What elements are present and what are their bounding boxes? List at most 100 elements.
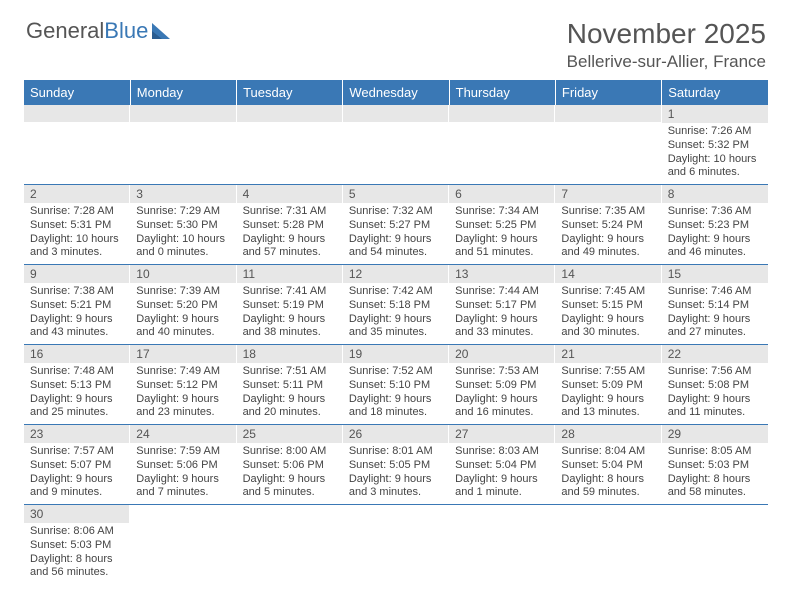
day-number: 25 xyxy=(237,425,343,443)
calendar-cell xyxy=(555,505,661,585)
sunset-text: Sunset: 5:03 PM xyxy=(668,459,762,473)
calendar-cell: 24Sunrise: 7:59 AMSunset: 5:06 PMDayligh… xyxy=(130,425,236,505)
sunset-text: Sunset: 5:08 PM xyxy=(668,379,762,393)
calendar-head: SundayMondayTuesdayWednesdayThursdayFrid… xyxy=(24,80,768,105)
day-data: Sunrise: 7:34 AMSunset: 5:25 PMDaylight:… xyxy=(449,203,555,264)
day-data: Sunrise: 7:53 AMSunset: 5:09 PMDaylight:… xyxy=(449,363,555,424)
day-data: Sunrise: 7:48 AMSunset: 5:13 PMDaylight:… xyxy=(24,363,130,424)
calendar-cell: 17Sunrise: 7:49 AMSunset: 5:12 PMDayligh… xyxy=(130,345,236,425)
calendar-cell: 13Sunrise: 7:44 AMSunset: 5:17 PMDayligh… xyxy=(449,265,555,345)
calendar-cell: 10Sunrise: 7:39 AMSunset: 5:20 PMDayligh… xyxy=(130,265,236,345)
sunset-text: Sunset: 5:27 PM xyxy=(349,219,443,233)
sunset-text: Sunset: 5:07 PM xyxy=(30,459,124,473)
day-number: 20 xyxy=(449,345,555,363)
day-number: 28 xyxy=(555,425,661,443)
calendar-cell: 25Sunrise: 8:00 AMSunset: 5:06 PMDayligh… xyxy=(237,425,343,505)
sunrise-text: Sunrise: 7:35 AM xyxy=(561,205,655,219)
sail-icon xyxy=(150,21,176,41)
day-number: 17 xyxy=(130,345,236,363)
day-data: Sunrise: 7:29 AMSunset: 5:30 PMDaylight:… xyxy=(130,203,236,264)
day-number: 27 xyxy=(449,425,555,443)
sunset-text: Sunset: 5:31 PM xyxy=(30,219,124,233)
day-data: Sunrise: 7:55 AMSunset: 5:09 PMDaylight:… xyxy=(555,363,661,424)
calendar-cell: 14Sunrise: 7:45 AMSunset: 5:15 PMDayligh… xyxy=(555,265,661,345)
sunset-text: Sunset: 5:23 PM xyxy=(668,219,762,233)
location: Bellerive-sur-Allier, France xyxy=(567,52,766,72)
calendar-cell xyxy=(130,505,236,585)
sunset-text: Sunset: 5:19 PM xyxy=(243,299,337,313)
daylight-text: Daylight: 9 hours and 3 minutes. xyxy=(349,473,443,501)
day-number: 7 xyxy=(555,185,661,203)
daylight-text: Daylight: 9 hours and 25 minutes. xyxy=(30,393,124,421)
daylight-text: Daylight: 9 hours and 9 minutes. xyxy=(30,473,124,501)
sunset-text: Sunset: 5:09 PM xyxy=(455,379,549,393)
sunrise-text: Sunrise: 7:55 AM xyxy=(561,365,655,379)
day-number: 23 xyxy=(24,425,130,443)
day-number-empty xyxy=(449,105,555,122)
day-data: Sunrise: 8:03 AMSunset: 5:04 PMDaylight:… xyxy=(449,443,555,504)
day-number: 4 xyxy=(237,185,343,203)
day-number: 3 xyxy=(130,185,236,203)
sunrise-text: Sunrise: 8:05 AM xyxy=(668,445,762,459)
daylight-text: Daylight: 9 hours and 23 minutes. xyxy=(136,393,230,421)
daylight-text: Daylight: 9 hours and 27 minutes. xyxy=(668,313,762,341)
calendar-cell: 7Sunrise: 7:35 AMSunset: 5:24 PMDaylight… xyxy=(555,185,661,265)
sunrise-text: Sunrise: 8:03 AM xyxy=(455,445,549,459)
calendar-body: 1Sunrise: 7:26 AMSunset: 5:32 PMDaylight… xyxy=(24,105,768,584)
calendar-cell: 28Sunrise: 8:04 AMSunset: 5:04 PMDayligh… xyxy=(555,425,661,505)
daylight-text: Daylight: 9 hours and 51 minutes. xyxy=(455,233,549,261)
daylight-text: Daylight: 9 hours and 40 minutes. xyxy=(136,313,230,341)
day-number: 21 xyxy=(555,345,661,363)
sunset-text: Sunset: 5:15 PM xyxy=(561,299,655,313)
calendar-table: SundayMondayTuesdayWednesdayThursdayFrid… xyxy=(24,80,768,584)
sunrise-text: Sunrise: 7:28 AM xyxy=(30,205,124,219)
daylight-text: Daylight: 9 hours and 57 minutes. xyxy=(243,233,337,261)
sunset-text: Sunset: 5:20 PM xyxy=(136,299,230,313)
day-data: Sunrise: 8:00 AMSunset: 5:06 PMDaylight:… xyxy=(237,443,343,504)
sunset-text: Sunset: 5:28 PM xyxy=(243,219,337,233)
day-data: Sunrise: 7:39 AMSunset: 5:20 PMDaylight:… xyxy=(130,283,236,344)
dow-header: Wednesday xyxy=(343,80,449,105)
day-number: 26 xyxy=(343,425,449,443)
sunrise-text: Sunrise: 7:34 AM xyxy=(455,205,549,219)
calendar-cell: 4Sunrise: 7:31 AMSunset: 5:28 PMDaylight… xyxy=(237,185,343,265)
brand-logo: GeneralBlue xyxy=(26,18,176,44)
daylight-text: Daylight: 9 hours and 46 minutes. xyxy=(668,233,762,261)
day-data: Sunrise: 7:51 AMSunset: 5:11 PMDaylight:… xyxy=(237,363,343,424)
sunrise-text: Sunrise: 8:06 AM xyxy=(30,525,124,539)
sunrise-text: Sunrise: 8:04 AM xyxy=(561,445,655,459)
day-number: 15 xyxy=(662,265,768,283)
daylight-text: Daylight: 8 hours and 56 minutes. xyxy=(30,553,124,581)
sunset-text: Sunset: 5:11 PM xyxy=(243,379,337,393)
sunrise-text: Sunrise: 8:01 AM xyxy=(349,445,443,459)
day-data: Sunrise: 8:05 AMSunset: 5:03 PMDaylight:… xyxy=(662,443,768,504)
dow-header: Tuesday xyxy=(237,80,343,105)
calendar-cell: 5Sunrise: 7:32 AMSunset: 5:27 PMDaylight… xyxy=(343,185,449,265)
sunrise-text: Sunrise: 8:00 AM xyxy=(243,445,337,459)
dow-header: Friday xyxy=(555,80,661,105)
day-data: Sunrise: 7:44 AMSunset: 5:17 PMDaylight:… xyxy=(449,283,555,344)
month-title: November 2025 xyxy=(567,18,766,50)
sunrise-text: Sunrise: 7:52 AM xyxy=(349,365,443,379)
daylight-text: Daylight: 9 hours and 35 minutes. xyxy=(349,313,443,341)
day-data: Sunrise: 7:45 AMSunset: 5:15 PMDaylight:… xyxy=(555,283,661,344)
calendar-cell: 30Sunrise: 8:06 AMSunset: 5:03 PMDayligh… xyxy=(24,505,130,585)
day-number-empty xyxy=(130,105,236,122)
day-number: 2 xyxy=(24,185,130,203)
calendar-cell xyxy=(237,505,343,585)
daylight-text: Daylight: 9 hours and 11 minutes. xyxy=(668,393,762,421)
sunrise-text: Sunrise: 7:45 AM xyxy=(561,285,655,299)
dow-header: Monday xyxy=(130,80,236,105)
calendar-cell: 27Sunrise: 8:03 AMSunset: 5:04 PMDayligh… xyxy=(449,425,555,505)
calendar-cell xyxy=(662,505,768,585)
sunrise-text: Sunrise: 7:49 AM xyxy=(136,365,230,379)
day-data: Sunrise: 7:31 AMSunset: 5:28 PMDaylight:… xyxy=(237,203,343,264)
sunset-text: Sunset: 5:21 PM xyxy=(30,299,124,313)
sunrise-text: Sunrise: 7:29 AM xyxy=(136,205,230,219)
day-data: Sunrise: 8:06 AMSunset: 5:03 PMDaylight:… xyxy=(24,523,130,584)
daylight-text: Daylight: 9 hours and 7 minutes. xyxy=(136,473,230,501)
day-number: 9 xyxy=(24,265,130,283)
sunrise-text: Sunrise: 7:59 AM xyxy=(136,445,230,459)
daylight-text: Daylight: 9 hours and 20 minutes. xyxy=(243,393,337,421)
daylight-text: Daylight: 9 hours and 30 minutes. xyxy=(561,313,655,341)
